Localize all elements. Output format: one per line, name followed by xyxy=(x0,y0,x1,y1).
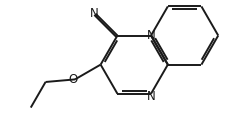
Text: N: N xyxy=(147,89,156,102)
Text: N: N xyxy=(90,7,99,20)
Text: N: N xyxy=(147,28,156,41)
Text: O: O xyxy=(68,73,78,86)
